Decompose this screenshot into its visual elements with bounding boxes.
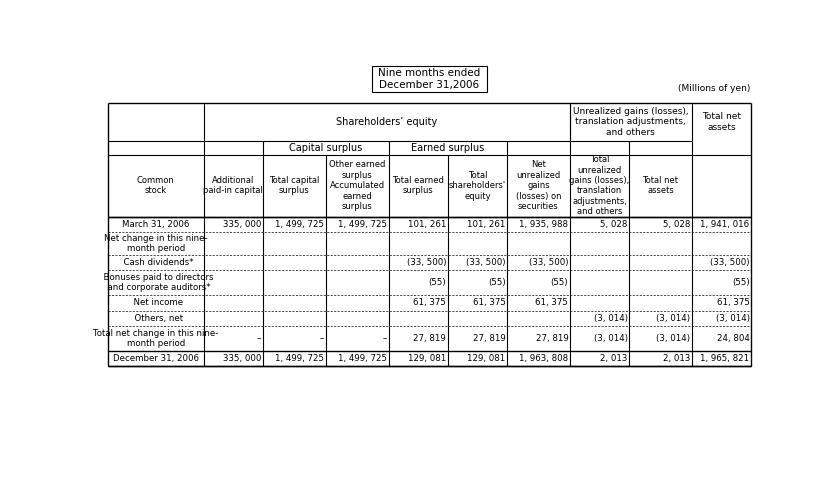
Text: 5, 028: 5, 028 — [663, 220, 691, 229]
Text: 129, 081: 129, 081 — [408, 354, 446, 363]
Text: 1, 499, 725: 1, 499, 725 — [338, 354, 387, 363]
Text: 1, 963, 808: 1, 963, 808 — [519, 354, 568, 363]
Text: –: – — [257, 334, 261, 343]
Text: Total net
assets: Total net assets — [643, 176, 679, 196]
Text: Earned surplus: Earned surplus — [411, 143, 484, 153]
Text: December 31, 2006: December 31, 2006 — [113, 354, 199, 363]
Text: Bonuses paid to directors
  and corporate auditors*: Bonuses paid to directors and corporate … — [98, 273, 214, 293]
Text: March 31, 2006: March 31, 2006 — [122, 220, 189, 229]
Text: (3, 014): (3, 014) — [593, 334, 628, 343]
Text: 1, 965, 821: 1, 965, 821 — [701, 354, 749, 363]
Text: Common
stock: Common stock — [137, 176, 174, 196]
Text: 1, 499, 725: 1, 499, 725 — [338, 220, 387, 229]
Text: 5, 028: 5, 028 — [600, 220, 628, 229]
Text: Net change in this nine-
month period: Net change in this nine- month period — [104, 234, 208, 253]
Text: Capital surplus: Capital surplus — [289, 143, 362, 153]
Text: (3, 014): (3, 014) — [716, 314, 749, 323]
Text: Others, net: Others, net — [129, 314, 183, 323]
Text: 129, 081: 129, 081 — [468, 354, 505, 363]
Text: (55): (55) — [551, 278, 568, 287]
Text: 61, 375: 61, 375 — [716, 298, 749, 307]
Text: 1, 499, 725: 1, 499, 725 — [275, 220, 324, 229]
Text: Net income: Net income — [128, 298, 184, 307]
Text: (3, 014): (3, 014) — [656, 334, 691, 343]
Text: 335, 000: 335, 000 — [223, 354, 261, 363]
Text: (Millions of yen): (Millions of yen) — [678, 84, 750, 93]
Text: 1, 935, 988: 1, 935, 988 — [520, 220, 568, 229]
Text: (55): (55) — [428, 278, 446, 287]
Text: Nine months ended
December 31,2006: Nine months ended December 31,2006 — [378, 68, 481, 89]
Text: 61, 375: 61, 375 — [473, 298, 505, 307]
Text: (33, 500): (33, 500) — [529, 258, 568, 267]
Text: (3, 014): (3, 014) — [656, 314, 691, 323]
Text: 27, 819: 27, 819 — [473, 334, 505, 343]
Text: Total
shareholders'
equity: Total shareholders' equity — [449, 171, 506, 200]
Text: Additional
paid-in capital: Additional paid-in capital — [204, 176, 263, 196]
Text: Total net
assets: Total net assets — [702, 112, 741, 131]
Text: 335, 000: 335, 000 — [223, 220, 261, 229]
Text: (55): (55) — [488, 278, 505, 287]
Text: 1, 499, 725: 1, 499, 725 — [275, 354, 324, 363]
Text: –: – — [320, 334, 324, 343]
Text: Total capital
surplus: Total capital surplus — [269, 176, 319, 196]
Text: 61, 375: 61, 375 — [535, 298, 568, 307]
Text: Total net change in this nine-
month period: Total net change in this nine- month per… — [93, 328, 219, 348]
Text: (55): (55) — [732, 278, 749, 287]
Text: Total
unrealized
gains (losses),
translation
adjustments,
and others: Total unrealized gains (losses), transla… — [569, 155, 629, 216]
Text: (3, 014): (3, 014) — [593, 314, 628, 323]
Text: Other earned
surplus
Accumulated
earned
surplus: Other earned surplus Accumulated earned … — [329, 160, 385, 211]
FancyBboxPatch shape — [372, 66, 487, 92]
Text: Cash dividends*: Cash dividends* — [118, 258, 194, 267]
Text: (33, 500): (33, 500) — [710, 258, 749, 267]
Text: (33, 500): (33, 500) — [406, 258, 446, 267]
Text: Net
unrealized
gains
(losses) on
securities: Net unrealized gains (losses) on securit… — [515, 160, 561, 211]
Text: –: – — [383, 334, 387, 343]
Text: Total earned
surplus: Total earned surplus — [392, 176, 444, 196]
Text: 61, 375: 61, 375 — [413, 298, 446, 307]
Text: 1, 941, 016: 1, 941, 016 — [701, 220, 749, 229]
Text: Shareholders’ equity: Shareholders’ equity — [336, 117, 437, 127]
Text: 101, 261: 101, 261 — [467, 220, 505, 229]
Text: (33, 500): (33, 500) — [466, 258, 505, 267]
Text: 2, 013: 2, 013 — [600, 354, 628, 363]
Text: 27, 819: 27, 819 — [413, 334, 446, 343]
Text: 27, 819: 27, 819 — [535, 334, 568, 343]
Text: 101, 261: 101, 261 — [408, 220, 446, 229]
Text: Unrealized gains (losses),
translation adjustments,
and others: Unrealized gains (losses), translation a… — [573, 107, 689, 137]
Text: 2, 013: 2, 013 — [663, 354, 691, 363]
Text: 24, 804: 24, 804 — [716, 334, 749, 343]
